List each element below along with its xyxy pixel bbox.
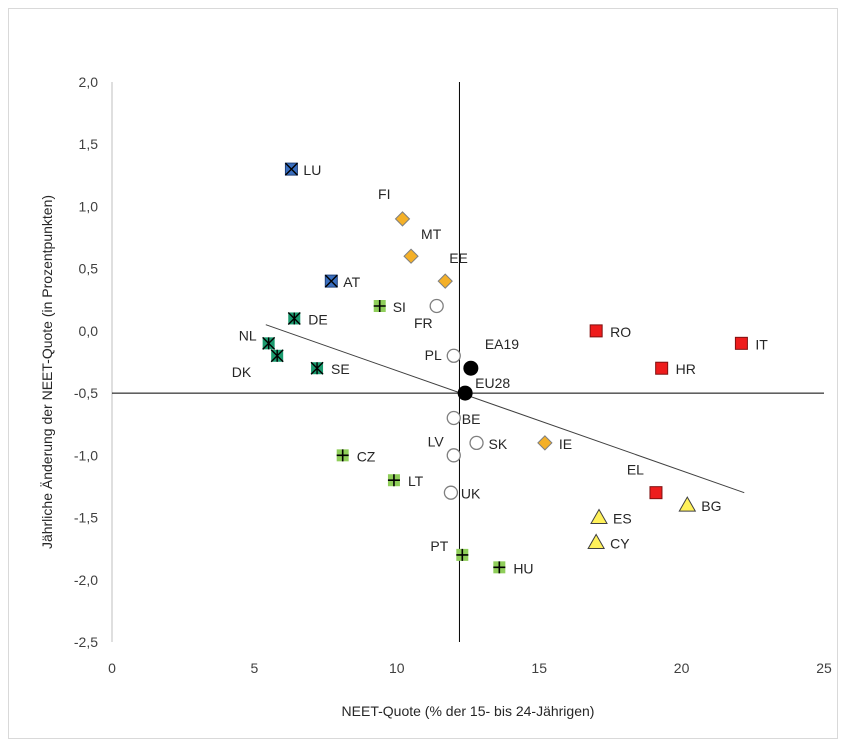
point-se — [310, 361, 324, 375]
x-tick-label: 25 — [816, 660, 832, 676]
point-ee — [437, 273, 453, 289]
point-label-it: IT — [755, 336, 768, 352]
trend-line — [265, 324, 745, 494]
point-labels: LU AT FI MT EE IE DE NL DK SE SI CZ LT PT HU RO IT HR EL BG… — [232, 162, 769, 576]
point-at — [324, 274, 338, 288]
point-label-eu28: EU28 — [475, 375, 510, 391]
chart-frame — [8, 8, 838, 739]
point-label-uk: UK — [461, 486, 481, 502]
y-tick-label: -1,0 — [74, 447, 98, 463]
point-ro — [589, 324, 603, 338]
point-label-fi: FI — [378, 186, 390, 202]
point-label-se: SE — [331, 361, 350, 377]
point-label-ea19: EA19 — [485, 336, 519, 352]
point-cy — [587, 533, 606, 549]
point-label-hr: HR — [676, 361, 696, 377]
point-label-cz: CZ — [357, 448, 376, 464]
point-ie — [537, 435, 553, 451]
point-bg — [678, 496, 697, 512]
point-lv — [446, 448, 461, 463]
point-dk — [270, 349, 284, 363]
point-mt — [403, 248, 419, 264]
point-eu28 — [457, 385, 473, 401]
point-label-cy: CY — [610, 535, 630, 551]
point-be — [446, 410, 461, 426]
y-tick-label: 0,5 — [79, 261, 99, 277]
y-tick-label: 1,0 — [79, 198, 99, 214]
x-axis-title: NEET-Quote (% der 15- bis 24-Jährigen) — [342, 703, 595, 719]
y-tick-label: -2,0 — [74, 572, 98, 588]
point-label-ee: EE — [449, 250, 468, 266]
point-label-nl: NL — [239, 327, 257, 343]
point-nl — [262, 336, 276, 350]
point-sk — [469, 435, 484, 451]
data-points — [262, 162, 748, 574]
point-label-lu: LU — [303, 162, 321, 178]
y-tick-label: -1,5 — [74, 510, 98, 526]
x-tick-label: 5 — [251, 660, 259, 676]
point-cz — [336, 449, 349, 462]
x-tick-label: 20 — [674, 660, 690, 676]
point-pl — [446, 348, 461, 363]
point-label-pl: PL — [425, 347, 442, 363]
point-label-es: ES — [613, 511, 632, 527]
y-axis-title: Jährliche Änderung der NEET-Quote (in Pr… — [39, 195, 55, 549]
point-hr — [655, 361, 669, 375]
point-label-bg: BG — [701, 498, 721, 514]
y-tick-label: -2,5 — [74, 634, 98, 650]
point-label-be: BE — [462, 411, 481, 427]
x-tick-label: 0 — [108, 660, 116, 676]
point-si — [373, 300, 386, 312]
point-lt — [387, 474, 400, 487]
point-fi — [394, 211, 411, 227]
point-label-at: AT — [343, 274, 360, 290]
x-tick-labels: 0 5 10 15 20 25 — [108, 660, 832, 676]
x-tick-label: 10 — [389, 660, 405, 676]
point-label-pt: PT — [430, 538, 448, 554]
point-label-si: SI — [393, 299, 406, 315]
point-label-el: EL — [627, 462, 644, 478]
y-tick-label: 1,5 — [79, 136, 99, 152]
point-label-sk: SK — [489, 436, 508, 452]
point-label-ie: IE — [559, 436, 572, 452]
point-lu — [284, 162, 298, 176]
point-label-lt: LT — [408, 473, 424, 489]
point-label-lv: LV — [428, 433, 445, 449]
point-es — [590, 508, 608, 525]
point-label-dk: DK — [232, 364, 252, 380]
point-pt — [456, 548, 469, 561]
point-uk — [443, 485, 459, 500]
y-tick-label: -0,5 — [74, 385, 98, 401]
y-tick-label: 0,0 — [79, 323, 99, 339]
point-label-mt: MT — [421, 226, 442, 242]
x-tick-label: 15 — [531, 660, 547, 676]
point-hu — [493, 561, 506, 574]
y-tick-labels: 2,0 1,5 1,0 0,5 0,0 -0,5 -1,0 -1,5 -2,0 -2,5 — [74, 74, 98, 650]
point-label-fr: FR — [414, 315, 433, 331]
point-it — [734, 336, 748, 350]
point-label-hu: HU — [513, 560, 533, 576]
point-ea19 — [463, 360, 479, 376]
point-label-ro: RO — [610, 324, 631, 340]
point-fr — [429, 298, 444, 314]
point-de — [287, 311, 301, 325]
point-el — [649, 486, 663, 500]
y-tick-label: 2,0 — [79, 74, 99, 90]
point-label-de: DE — [308, 311, 327, 327]
